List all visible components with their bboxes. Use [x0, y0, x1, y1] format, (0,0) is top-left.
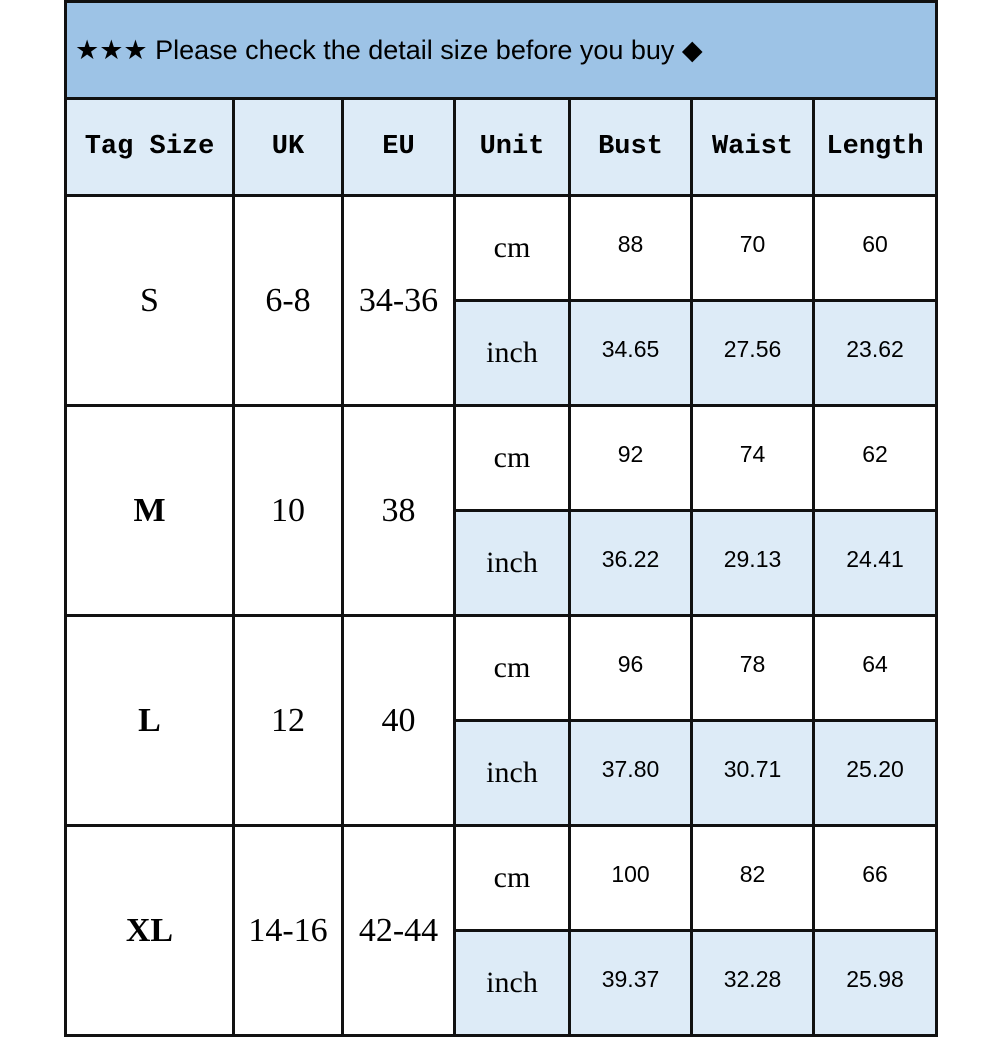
uk-size-cell: 6-8	[232, 194, 344, 407]
bust-cell: 36.22	[568, 509, 693, 617]
waist-cell: 29.13	[690, 509, 815, 617]
tag-size-cell: M	[64, 404, 235, 617]
header-uk: UK	[232, 97, 344, 197]
table-row: inch 37.80 30.71 25.20	[66, 719, 939, 827]
waist-cell: 70	[690, 194, 815, 302]
unit-cell: inch	[453, 929, 571, 1037]
length-cell: 60	[811, 194, 939, 302]
uk-size-cell: 10	[232, 404, 344, 617]
bust-cell: 88	[568, 194, 693, 302]
bust-cell: 39.37	[568, 929, 693, 1037]
eu-size-cell: 38	[341, 404, 456, 617]
eu-size-cell: 42-44	[341, 824, 456, 1037]
bust-cell: 100	[568, 824, 693, 932]
eu-size-cell: 34-36	[341, 194, 456, 407]
header-tag-size: Tag Size	[64, 97, 235, 197]
table-row: XL 14-16 42-44 cm 100 82 66	[64, 824, 939, 1037]
header-length: Length	[811, 97, 939, 197]
length-cell: 64	[811, 614, 939, 722]
uk-size-cell: 14-16	[232, 824, 344, 1037]
unit-cell: inch	[453, 299, 571, 407]
waist-cell: 32.28	[690, 929, 815, 1037]
unit-cell: inch	[453, 509, 571, 617]
bust-cell: 37.80	[568, 719, 693, 827]
tag-size-cell: S	[64, 194, 235, 407]
length-cell: 25.98	[811, 929, 939, 1037]
bust-cell: 34.65	[568, 299, 693, 407]
unit-cell: cm	[453, 824, 571, 932]
header-waist: Waist	[690, 97, 815, 197]
waist-cell: 30.71	[690, 719, 815, 827]
waist-cell: 74	[690, 404, 815, 512]
waist-cell: 78	[690, 614, 815, 722]
length-cell: 23.62	[811, 299, 939, 407]
header-row: Tag Size UK EU Unit Bust Waist Length	[64, 97, 939, 197]
header-bust: Bust	[568, 97, 693, 197]
length-cell: 25.20	[811, 719, 939, 827]
tag-size-cell: XL	[64, 824, 235, 1037]
table-row: L 12 40 cm 96 78 64	[64, 614, 939, 827]
unit-cell: cm	[453, 404, 571, 512]
length-cell: 62	[811, 404, 939, 512]
unit-cell: cm	[453, 614, 571, 722]
eu-size-cell: 40	[341, 614, 456, 827]
tag-size-cell: L	[64, 614, 235, 827]
table-row: M 10 38 cm 92 74 62	[64, 404, 939, 617]
length-cell: 24.41	[811, 509, 939, 617]
table-row: inch 34.65 27.56 23.62	[66, 299, 939, 407]
size-chart-table: ★★★ Please check the detail size before …	[63, 0, 939, 1037]
unit-cell: inch	[453, 719, 571, 827]
header-unit: Unit	[453, 97, 571, 197]
table-title: ★★★ Please check the detail size before …	[63, 0, 939, 100]
bust-cell: 92	[568, 404, 693, 512]
unit-cell: cm	[453, 194, 571, 302]
uk-size-cell: 12	[232, 614, 344, 827]
waist-cell: 82	[690, 824, 815, 932]
table-row: S 6-8 34-36 cm 88 70 60	[64, 194, 939, 407]
header-eu: EU	[341, 97, 456, 197]
waist-cell: 27.56	[690, 299, 815, 407]
bust-cell: 96	[568, 614, 693, 722]
table-row: inch 36.22 29.13 24.41	[66, 509, 939, 617]
length-cell: 66	[811, 824, 939, 932]
